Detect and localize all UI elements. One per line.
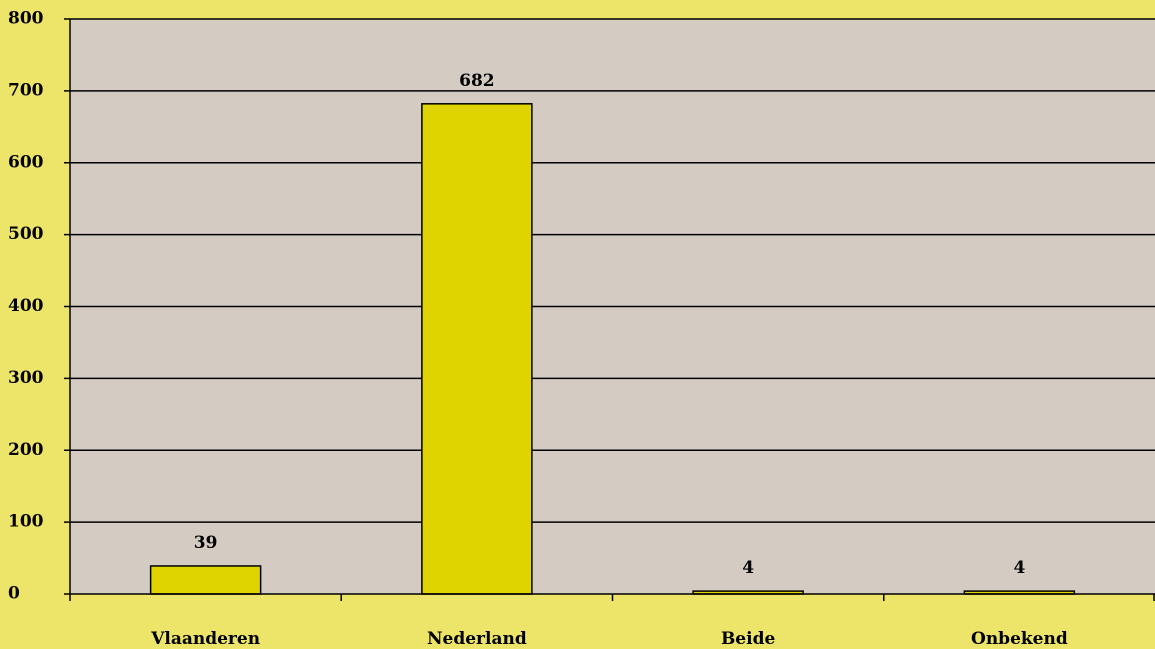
gridlines [70, 18, 1155, 523]
data-label: 682 [459, 71, 495, 91]
y-tick-label: 0 [8, 584, 20, 604]
data-label: 39 [194, 533, 218, 553]
y-tick-label: 800 [8, 9, 44, 29]
y-tick-label: 400 [8, 296, 44, 316]
y-tick-label: 500 [8, 224, 44, 244]
y-axis-ticks: 0 100 200 300 400 500 600 700 800 [8, 9, 70, 604]
y-tick-label: 600 [8, 152, 44, 172]
bar [149, 565, 262, 595]
x-tick-label: Nederland [427, 629, 527, 649]
data-labels: 39 682 4 4 [194, 71, 1026, 578]
data-label: 4 [1013, 558, 1025, 578]
bars [149, 103, 1076, 595]
bar [421, 103, 533, 595]
y-tick-label: 200 [8, 440, 44, 460]
x-tick-label: Vlaanderen [150, 629, 260, 649]
data-label: 4 [742, 558, 754, 578]
x-tick-label: Onbekend [971, 629, 1068, 649]
y-tick-label: 100 [8, 512, 44, 532]
x-axis-ticks: Vlaanderen Nederland Beide Onbekend [69, 594, 1155, 649]
y-tick-label: 700 [8, 80, 44, 100]
x-tick-label: Beide [721, 629, 776, 649]
y-tick-label: 300 [8, 368, 44, 388]
